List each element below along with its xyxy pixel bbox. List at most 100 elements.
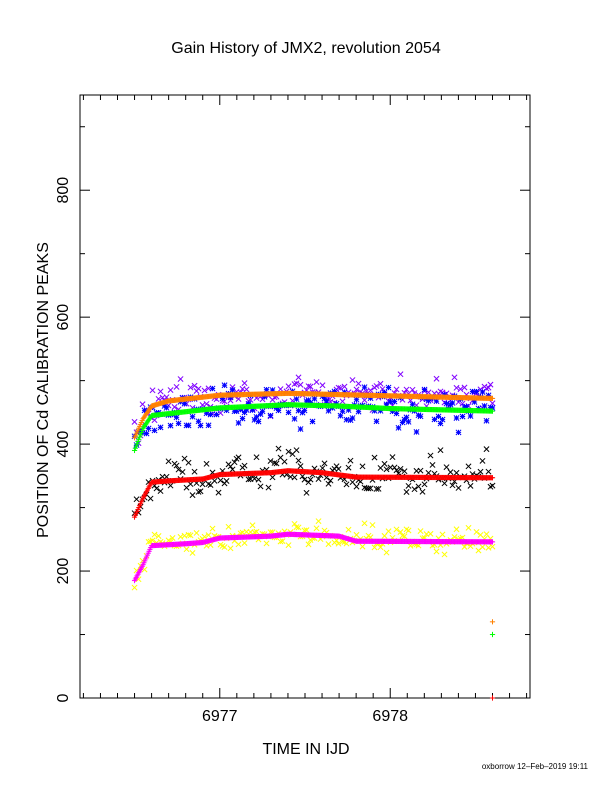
data-point (131, 584, 138, 591)
data-point (313, 525, 320, 532)
data-point (429, 461, 436, 468)
data-point (173, 414, 180, 421)
data-point (255, 476, 262, 483)
y-axis-ticks: 0 200 400 600 800 (55, 126, 530, 702)
data-point (315, 518, 322, 525)
data-point (349, 377, 356, 383)
footer-credit: oxborrow 12–Feb–2019 19:11 (482, 762, 589, 771)
data-point (203, 460, 210, 467)
data-point (437, 447, 444, 454)
data-point (479, 389, 486, 395)
data-point (311, 395, 318, 402)
data-point (461, 543, 468, 550)
data-point (223, 478, 230, 484)
data-point (477, 468, 484, 475)
data-point (193, 530, 200, 536)
data-point (441, 480, 448, 487)
data-point (443, 464, 450, 471)
data-point (227, 545, 234, 552)
data-point (453, 384, 460, 391)
data-point (465, 524, 472, 531)
data-point (417, 467, 424, 474)
data-point (291, 415, 298, 422)
data-point (349, 415, 356, 422)
data-point (163, 404, 170, 411)
data-point (205, 422, 212, 429)
data-point (187, 532, 194, 539)
data-point (405, 527, 412, 534)
data-point (367, 387, 374, 394)
data-point (489, 619, 496, 625)
data-point (489, 475, 496, 481)
data-point (395, 424, 402, 431)
data-point (295, 374, 302, 381)
data-point (133, 496, 140, 503)
data-point (145, 425, 152, 432)
data-point (171, 404, 178, 410)
data-point (375, 485, 382, 492)
data-point (419, 488, 426, 495)
data-point (293, 380, 300, 387)
data-point (401, 533, 408, 540)
data-point (319, 465, 326, 472)
data-point (381, 460, 388, 467)
data-point (305, 541, 312, 548)
data-point (361, 384, 368, 391)
data-point (447, 469, 454, 476)
data-point (365, 485, 372, 492)
data-point (333, 463, 340, 470)
data-point (275, 407, 282, 414)
data-point (325, 407, 332, 414)
data-point (401, 468, 408, 475)
data-point (277, 386, 284, 393)
data-point (453, 415, 460, 421)
data-point (345, 526, 352, 533)
data-point (373, 383, 380, 390)
data-point (285, 383, 292, 390)
data-point (483, 417, 490, 424)
data-point (371, 454, 378, 461)
data-point (385, 528, 392, 535)
data-point (205, 532, 212, 539)
data-point (485, 468, 492, 475)
data-point (383, 466, 390, 473)
data-point (295, 457, 302, 464)
data-point (301, 407, 308, 414)
data-point (285, 542, 292, 549)
data-point (403, 386, 410, 393)
x-axis-label: TIME IN IJD (262, 741, 349, 758)
data-point (235, 454, 242, 461)
data-point (153, 485, 160, 492)
data-point (393, 386, 400, 393)
data-point (201, 387, 208, 394)
data-point (151, 427, 158, 434)
data-point (393, 410, 400, 417)
data-point (151, 531, 158, 538)
data-point (383, 549, 390, 556)
data-point (183, 546, 190, 553)
data-point (457, 386, 464, 393)
data-point (275, 445, 282, 452)
data-point (465, 463, 472, 470)
data-point (293, 447, 300, 454)
data-point (421, 481, 428, 488)
data-point (285, 448, 292, 455)
data-point (347, 457, 354, 464)
data-point (307, 383, 314, 390)
data-point (459, 413, 466, 420)
data-point (149, 387, 156, 394)
data-point (281, 458, 288, 465)
x-tick-label: 6977 (202, 708, 238, 725)
data-point (339, 398, 346, 405)
data-point (449, 482, 456, 489)
data-point (489, 482, 496, 489)
data-point (175, 420, 182, 427)
data-point (373, 418, 380, 425)
data-point (313, 379, 320, 385)
data-point (473, 528, 480, 535)
data-point (201, 533, 208, 540)
data-point (259, 408, 266, 415)
data-point (255, 418, 262, 425)
data-point (195, 488, 202, 495)
data-point (403, 414, 410, 421)
